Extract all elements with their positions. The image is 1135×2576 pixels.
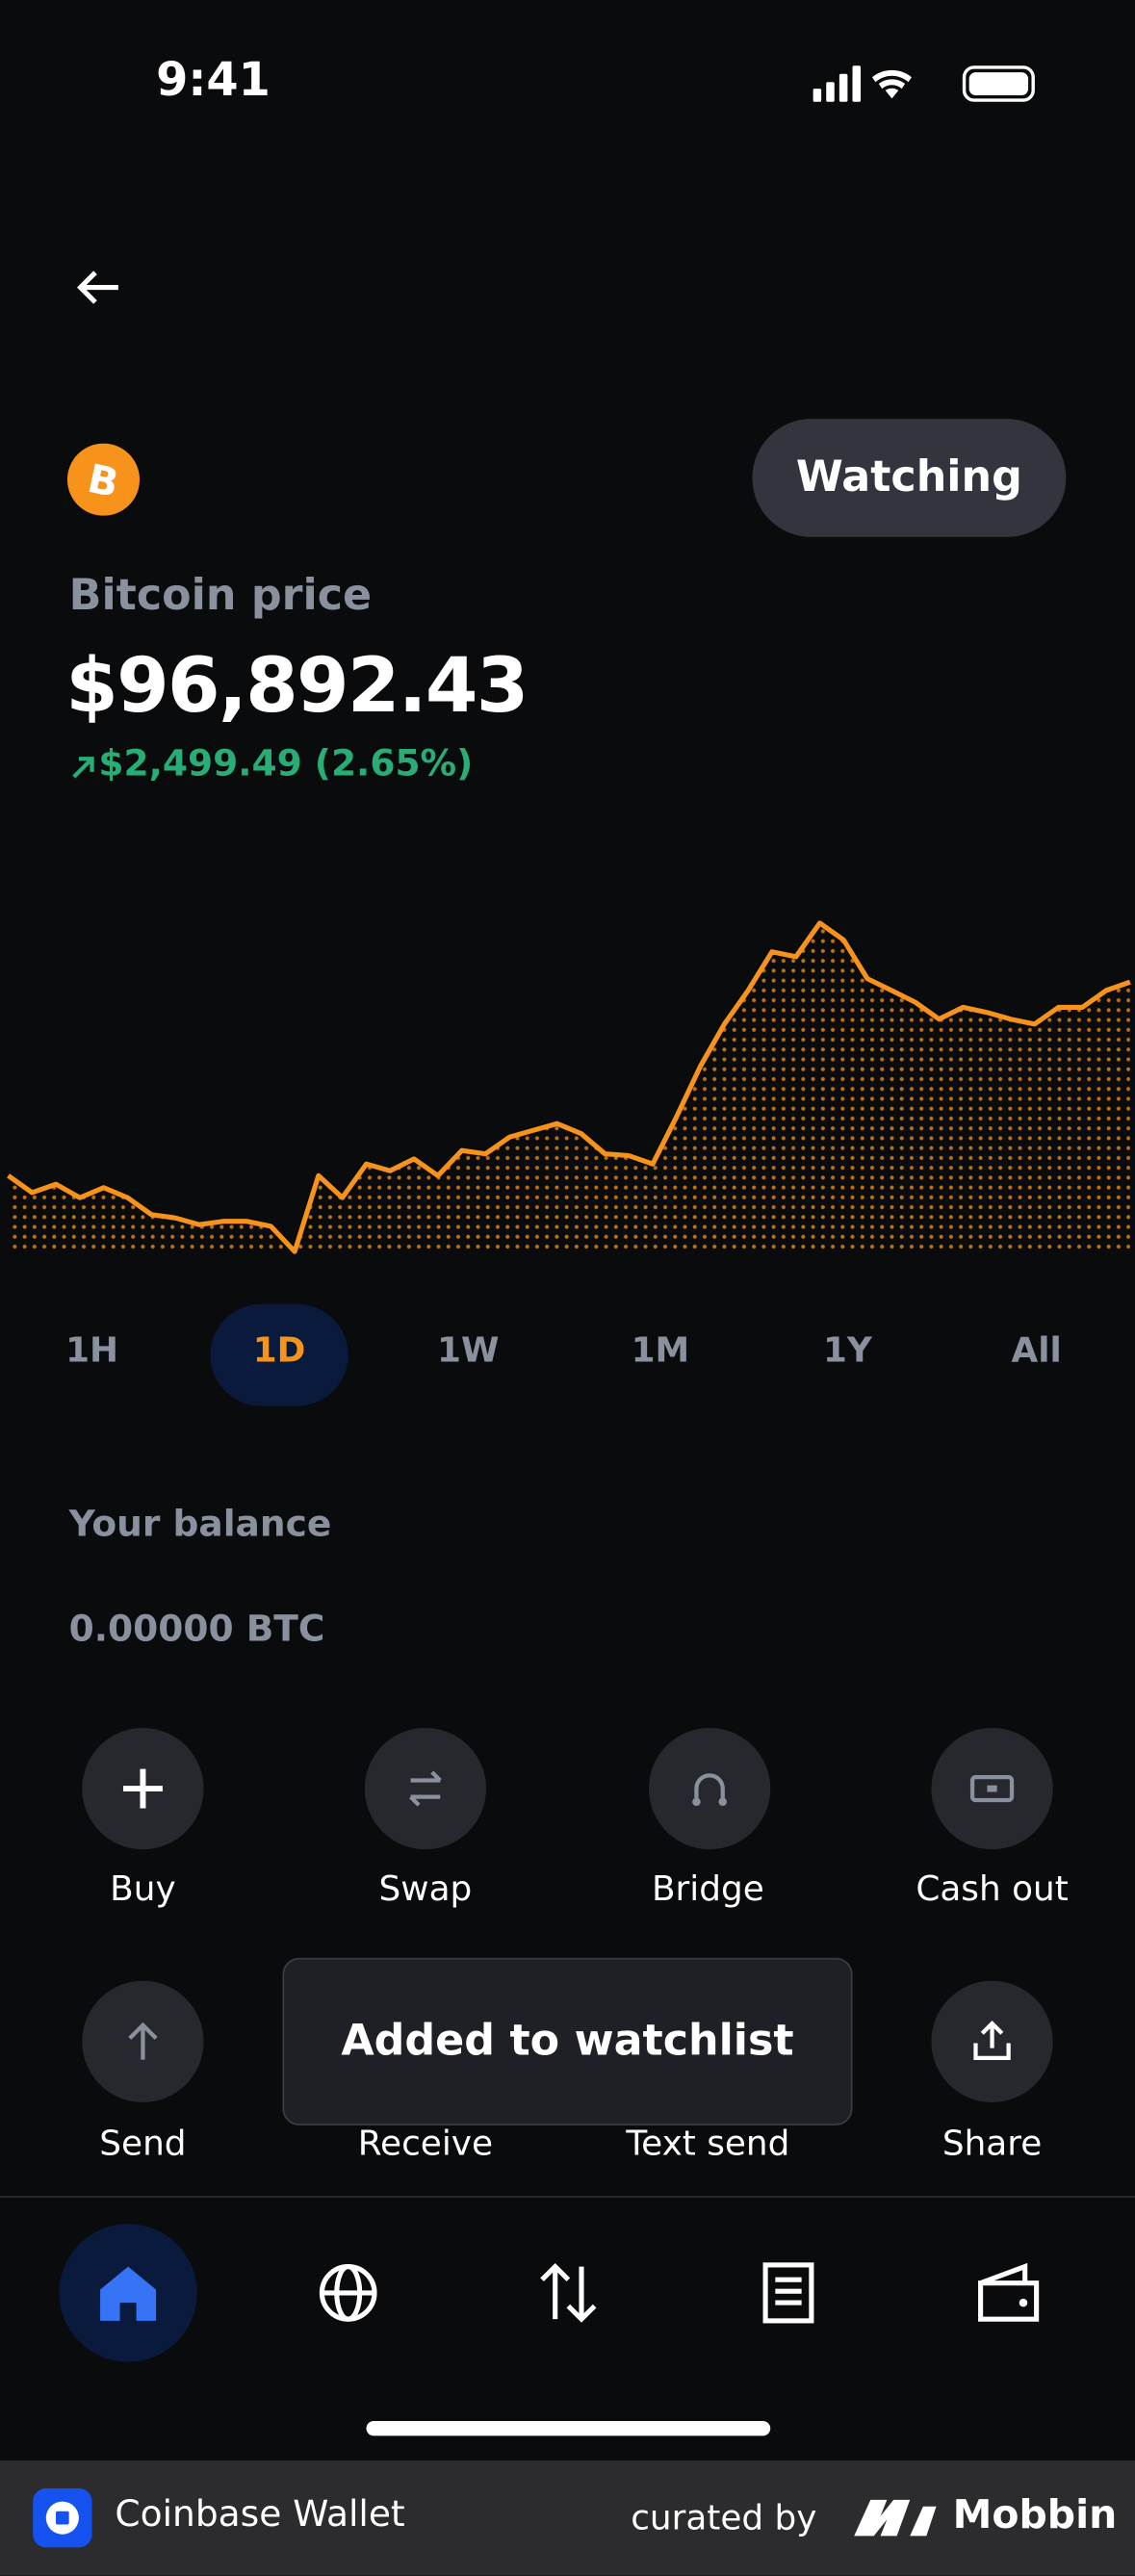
app-icon bbox=[33, 2487, 92, 2548]
curated-label: curated by bbox=[631, 2498, 817, 2538]
buy-button[interactable] bbox=[82, 1727, 204, 1850]
action-label: Bridge bbox=[651, 1868, 764, 1909]
home-tab[interactable] bbox=[95, 2260, 161, 2326]
price-line bbox=[7, 920, 1131, 1254]
timeframe-button[interactable]: 1Y bbox=[822, 1330, 872, 1370]
trade-tab[interactable] bbox=[535, 2260, 601, 2326]
watch-label: Watching bbox=[795, 452, 1022, 503]
timeframe-button[interactable]: 1H bbox=[65, 1330, 119, 1370]
timeframe-highlight bbox=[210, 1303, 348, 1406]
price-area bbox=[8, 922, 1130, 1252]
brand-name: Mobbin bbox=[952, 2491, 1118, 2538]
home-indicator bbox=[366, 2420, 771, 2436]
watch-button[interactable]: Watching bbox=[752, 419, 1067, 537]
browser-tab[interactable] bbox=[316, 2260, 381, 2326]
cashout-button[interactable] bbox=[931, 1727, 1053, 1850]
activity-tab[interactable] bbox=[756, 2260, 821, 2326]
asset-title: Bitcoin price bbox=[68, 571, 373, 621]
app-name: Coinbase Wallet bbox=[115, 2494, 405, 2537]
swap-button[interactable] bbox=[364, 1727, 487, 1850]
bitcoin-icon: B bbox=[66, 443, 141, 516]
action-label: Swap bbox=[378, 1868, 473, 1909]
status-icons bbox=[813, 65, 1035, 102]
share-button[interactable] bbox=[931, 1980, 1053, 2102]
bridge-button[interactable] bbox=[648, 1727, 771, 1850]
status-time: 9:41 bbox=[156, 52, 271, 107]
asset-price: $96,892.43 bbox=[65, 640, 529, 730]
timeframe-button[interactable]: 1D bbox=[252, 1330, 306, 1370]
wallet-tab[interactable] bbox=[975, 2260, 1041, 2326]
timeframe-button[interactable]: 1M bbox=[631, 1330, 690, 1370]
send-button[interactable] bbox=[82, 1980, 204, 2102]
balance-amount: 0.00000 BTC bbox=[68, 1610, 325, 1651]
price-chart bbox=[7, 920, 1131, 1254]
action-label: Text send bbox=[626, 2124, 790, 2164]
mobbin-logo bbox=[854, 2499, 937, 2537]
action-label: Cash out bbox=[916, 1868, 1069, 1909]
price-change: $2,499.49 (2.65%) bbox=[98, 743, 474, 786]
timeframe-button[interactable]: All bbox=[1011, 1330, 1062, 1370]
divider bbox=[0, 2196, 1135, 2198]
action-label: Send bbox=[99, 2124, 187, 2164]
up-arrow bbox=[72, 757, 94, 779]
back-button[interactable] bbox=[72, 263, 125, 312]
action-label: Receive bbox=[357, 2124, 494, 2164]
timeframe-button[interactable]: 1W bbox=[437, 1330, 500, 1370]
action-label: Share bbox=[942, 2124, 1043, 2164]
action-label: Buy bbox=[110, 1868, 176, 1909]
balance-label: Your balance bbox=[68, 1504, 332, 1546]
footer: Coinbase Wallet curated by Mobbin bbox=[0, 2460, 1135, 2576]
toast-text: Added to watchlist bbox=[341, 2017, 794, 2067]
toast: Added to watchlist bbox=[282, 1957, 853, 2125]
